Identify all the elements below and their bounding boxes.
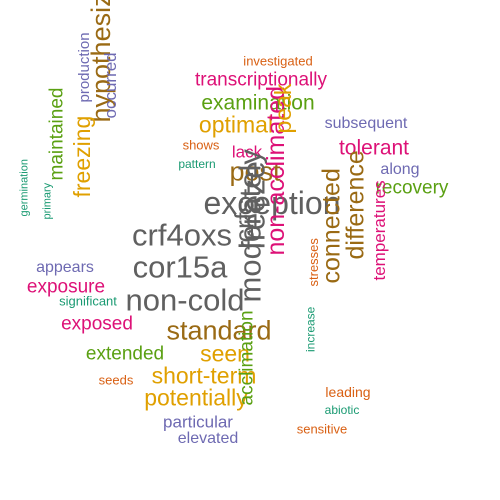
word-particular: particular: [163, 412, 233, 432]
word-appears: appears: [36, 259, 94, 276]
word-exception: exception: [203, 185, 341, 221]
word-pattern: pattern: [178, 157, 216, 171]
word-germination: germination: [18, 159, 31, 217]
word-recovery: recovery: [375, 177, 449, 199]
word-short-term: short-term: [151, 362, 257, 389]
word-standard: standard: [166, 315, 272, 346]
word-leading: leading: [325, 384, 371, 400]
word-investigated: investigated: [243, 53, 313, 69]
word-seeds: seeds: [98, 372, 134, 388]
word-transcriptionally: transcriptionally: [195, 69, 327, 91]
word-significant: significant: [59, 293, 117, 309]
word-along: along: [380, 161, 420, 178]
word-freezing: freezing: [69, 115, 96, 198]
word-abiotic: abiotic: [324, 403, 360, 417]
word-post: post: [229, 156, 281, 187]
word-crfs: crfs: [229, 199, 260, 243]
word-cor15a: cor15a: [132, 249, 228, 285]
word-acclimation: acclimation: [236, 310, 258, 406]
word-sensitive: sensitive: [296, 421, 348, 437]
word-occurred: occurred: [100, 52, 120, 119]
word-shows: shows: [182, 137, 220, 153]
word-optimal: optimal: [198, 111, 274, 138]
word-tolerant: tolerant: [338, 136, 410, 160]
word-subsequent: subsequent: [324, 115, 408, 132]
word-increase: increase: [303, 306, 318, 352]
word-potentially: potentially: [144, 384, 248, 411]
word-exposure: exposure: [26, 276, 106, 298]
word-peak: peak: [270, 83, 297, 134]
word-production: production: [75, 32, 93, 103]
word-lack: lack: [231, 142, 263, 162]
word-temperatures: temperatures: [369, 180, 389, 281]
word-difference: difference: [341, 150, 370, 260]
word-seen: seen: [200, 340, 250, 367]
word-maintained: maintained: [46, 87, 68, 181]
word-non-cold: non-cold: [125, 282, 245, 318]
word-extended: extended: [85, 343, 165, 365]
word-crf4oxs: crf4oxs: [132, 217, 232, 253]
word-elevated: elevated: [177, 430, 239, 447]
word-stresses: stresses: [305, 238, 321, 287]
word-primary: primary: [41, 182, 54, 220]
word-examination: examination: [201, 91, 315, 115]
word-exposed: exposed: [61, 313, 133, 335]
